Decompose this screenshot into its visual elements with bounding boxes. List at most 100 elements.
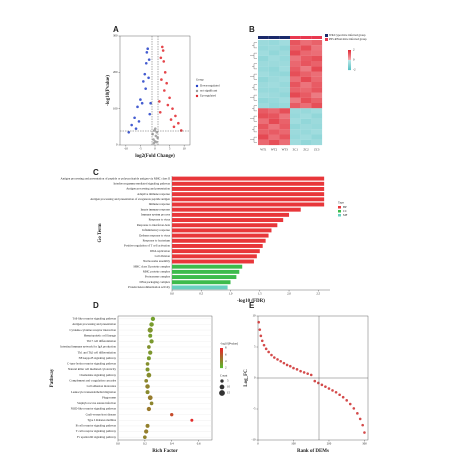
y-tick-label: Interferon-gamma-mediated signaling path… bbox=[114, 181, 171, 185]
x-tick-label: 2.0 bbox=[287, 292, 291, 296]
x-tick-label: 10 bbox=[183, 147, 187, 151]
heat-cell bbox=[290, 76, 301, 83]
bar bbox=[172, 228, 272, 233]
column-label: WT1 bbox=[260, 148, 267, 152]
colorbar-step bbox=[348, 66, 351, 68]
heat-cell bbox=[268, 118, 280, 125]
point bbox=[154, 134, 158, 138]
y-tick-label: Antigen processing and presentation bbox=[126, 187, 170, 191]
point bbox=[160, 45, 164, 49]
dendrogram bbox=[252, 63, 257, 70]
point bbox=[171, 107, 174, 110]
heat-cell bbox=[300, 66, 312, 72]
heat-cell bbox=[258, 76, 269, 83]
point bbox=[160, 78, 163, 81]
y-tick-label: 0 bbox=[116, 143, 118, 147]
point bbox=[331, 389, 334, 392]
y-axis-title: -log10(Pvalue) bbox=[106, 75, 111, 106]
heat-cell bbox=[258, 118, 269, 125]
heat-cell bbox=[279, 103, 291, 109]
heat-cell bbox=[279, 76, 291, 83]
legend-swatch bbox=[325, 38, 328, 41]
y-tick-label: 0 bbox=[254, 376, 256, 380]
heat-cell bbox=[258, 61, 269, 67]
point bbox=[127, 130, 131, 134]
heat-cell bbox=[268, 139, 280, 146]
column-label: ZC1 bbox=[293, 148, 299, 152]
y-tick-label: Immune system process bbox=[141, 213, 171, 217]
point bbox=[270, 353, 273, 357]
point bbox=[151, 132, 154, 136]
point bbox=[288, 364, 292, 368]
column-annotation bbox=[300, 36, 312, 39]
x-tick-label: 5 bbox=[169, 147, 171, 151]
y-tick-label: Chemokine signaling pathway bbox=[80, 373, 117, 377]
heat-cell bbox=[268, 61, 280, 67]
point bbox=[165, 81, 168, 85]
dot bbox=[147, 327, 153, 333]
dot bbox=[147, 345, 151, 349]
y-tick-label: DNA replication bbox=[150, 249, 170, 253]
heat-cell bbox=[279, 45, 291, 51]
point bbox=[142, 80, 145, 83]
heat-cell bbox=[311, 92, 323, 98]
heat-cell bbox=[268, 92, 280, 98]
y-tick-label: Fc epsilon RI signaling pathway bbox=[77, 435, 116, 439]
legend-label: Wild type mice infected group bbox=[329, 33, 366, 37]
dot bbox=[147, 395, 153, 401]
heat-cell bbox=[311, 71, 323, 77]
point bbox=[352, 407, 356, 410]
y-tick-label: Antigen processing and presentation of e… bbox=[90, 197, 170, 201]
colorbar-step bbox=[348, 62, 351, 64]
point bbox=[162, 60, 166, 63]
x-tick-label: 0 bbox=[154, 147, 156, 151]
point bbox=[262, 343, 266, 347]
point bbox=[356, 412, 359, 415]
y-tick-label: Proteasome complex bbox=[145, 275, 171, 279]
y-tick-label: B cell receptor signaling pathway bbox=[76, 424, 117, 428]
y-tick-label: Phagosome bbox=[102, 395, 117, 399]
bar bbox=[172, 202, 325, 207]
column-label: ZC3 bbox=[314, 148, 320, 152]
bar bbox=[172, 280, 231, 285]
colorbar-step bbox=[220, 367, 223, 369]
heat-cell bbox=[300, 76, 312, 83]
heat-cell bbox=[279, 82, 291, 88]
panel-label: E bbox=[249, 301, 255, 310]
legend-label: Up-regulated bbox=[200, 94, 216, 98]
legend-swatch bbox=[195, 94, 199, 98]
y-tick-label: Response to virus bbox=[149, 218, 171, 222]
heat-cell bbox=[279, 124, 291, 130]
dot bbox=[145, 362, 150, 366]
y-tick-label: Adaptive immune response bbox=[137, 192, 170, 196]
heat-cell bbox=[279, 61, 291, 67]
heat-cell bbox=[290, 40, 301, 46]
y-tick-label: NOD-like receptor signaling pathway bbox=[71, 407, 117, 411]
point bbox=[155, 140, 158, 144]
colorbar-step bbox=[220, 356, 223, 358]
colorbar-step bbox=[348, 61, 351, 63]
colorbar-label: 2 bbox=[353, 48, 355, 52]
y-tick-label: Staphylococcus aureus infection bbox=[77, 401, 116, 405]
heat-cell bbox=[268, 71, 280, 77]
x-axis-title: Rank of DEMs bbox=[297, 449, 329, 454]
dendrogram bbox=[252, 42, 257, 49]
colorbar-label: 4 bbox=[225, 359, 227, 363]
bar bbox=[172, 233, 269, 238]
x-tick-label: -10 bbox=[124, 147, 128, 151]
dendrogram bbox=[250, 73, 257, 80]
y-tick-label: Hematopoietic cell lineage bbox=[84, 333, 117, 337]
heat-cell bbox=[300, 108, 312, 114]
y-tick-label: 200 bbox=[113, 70, 118, 74]
heat-cell bbox=[279, 55, 291, 62]
y-tick-label: Positive regulation of T cell activation bbox=[124, 244, 170, 248]
heat-cell bbox=[300, 71, 312, 77]
colorbar-label: 2 bbox=[225, 366, 227, 370]
y-tick-label: 300 bbox=[113, 34, 118, 38]
heat-cell bbox=[290, 82, 301, 88]
dot bbox=[146, 406, 152, 412]
heat-cell bbox=[258, 55, 269, 62]
point bbox=[258, 328, 262, 331]
colorbar-step bbox=[220, 363, 223, 365]
heat-cell bbox=[258, 108, 269, 114]
